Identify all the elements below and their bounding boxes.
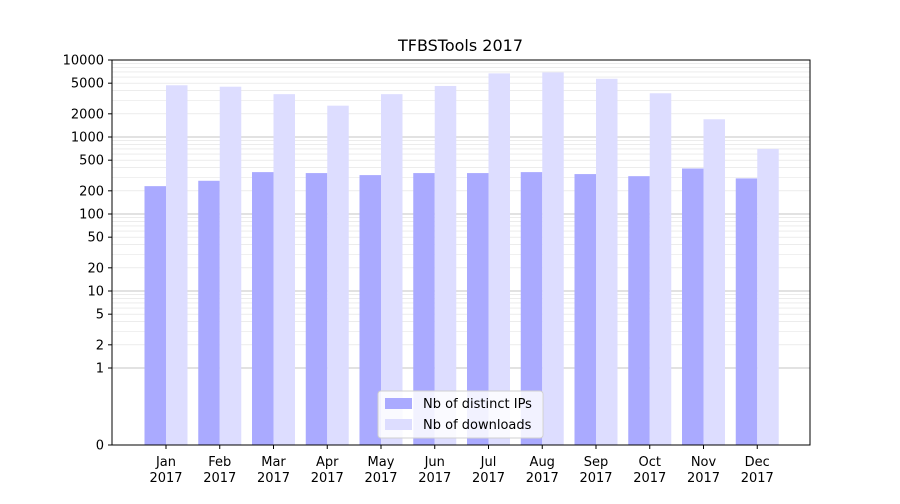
x-tick-label-line: 2017 [472, 471, 505, 486]
x-tick-label-line: Nov [691, 455, 717, 470]
bar-distinct-ips-2 [198, 180, 220, 446]
y-tick-label: 500 [79, 154, 104, 169]
bar-downloads-5 [381, 94, 403, 446]
y-tick-label: 2 [96, 338, 104, 353]
x-tick-label: Apr 2017 [311, 455, 344, 486]
x-tick-label-line: 2017 [741, 471, 774, 486]
legend-label-downloads: Nb of downloads [423, 418, 532, 433]
x-tick-label: Aug 2017 [526, 455, 559, 486]
x-tick-label-line: Jan [155, 455, 176, 470]
bar-downloads-8 [542, 72, 564, 445]
bar-distinct-ips-3 [252, 172, 274, 446]
y-tick-label: 20 [87, 261, 104, 276]
x-tick-label-line: Sep [584, 455, 609, 470]
bar-distinct-ips-7 [467, 173, 489, 446]
bar-downloads-2 [219, 86, 242, 445]
x-tick-label-line: 2017 [257, 471, 290, 486]
bar-downloads-12 [757, 148, 779, 446]
y-tick-label: 10000 [63, 54, 104, 69]
x-tick-label-line: Jul [480, 455, 497, 470]
y-tick-label: 5 [96, 308, 104, 323]
y-tick-label: 2000 [71, 107, 104, 122]
bar-distinct-ips-8 [520, 172, 543, 446]
bar-downloads-3 [273, 94, 295, 446]
y-tick-label: 5000 [71, 77, 104, 92]
x-tick-label-line: Feb [208, 455, 231, 470]
bar-distinct-ips-4 [305, 173, 328, 446]
bar-downloads-7 [488, 73, 510, 445]
bar-downloads-11 [703, 119, 725, 445]
x-tick-label-line: 2017 [418, 471, 451, 486]
x-tick-label-line: 2017 [633, 471, 666, 486]
bar-downloads-6 [434, 85, 457, 445]
x-tick-label-line: 2017 [687, 471, 720, 486]
bar-distinct-ips-6 [413, 173, 435, 446]
x-tick-label-line: 2017 [579, 471, 612, 486]
legend-swatch-downloads [385, 419, 412, 430]
bar-distinct-ips-9 [574, 174, 596, 445]
x-tick-label: May 2017 [364, 455, 397, 486]
x-tick-label-line: Dec [745, 455, 770, 470]
x-tick-label: Jun 2017 [418, 455, 451, 486]
bar-downloads-10 [649, 93, 672, 445]
legend-box [377, 390, 544, 439]
legend: Nb of distinct IPs Nb of downloads [377, 390, 544, 439]
y-tick-label: 200 [79, 184, 104, 199]
x-tick-label: Oct 2017 [633, 455, 666, 486]
bars-layer [144, 72, 779, 446]
legend-label-distinct-ips: Nb of distinct IPs [423, 397, 532, 412]
bar-distinct-ips-10 [628, 176, 650, 445]
legend-swatch-distinct-ips [385, 398, 412, 409]
y-tick-label: 10 [87, 285, 104, 300]
y-tick-label: 1 [96, 362, 104, 377]
bar-downloads-9 [596, 78, 618, 445]
x-tick-label: Feb 2017 [203, 455, 236, 486]
y-tick-label: 100 [79, 208, 104, 223]
x-tick-label-line: 2017 [311, 471, 344, 486]
y-tick-label: 50 [87, 231, 104, 246]
x-tick-label-line: May [368, 455, 395, 470]
bar-distinct-ips-11 [682, 168, 704, 445]
x-tick-label: Jul 2017 [472, 455, 505, 486]
bar-distinct-ips-1 [144, 186, 166, 445]
x-tick-label: Mar 2017 [257, 455, 290, 486]
x-tick-label: Dec 2017 [741, 455, 774, 486]
x-tick-label-line: Aug [530, 455, 555, 470]
x-tick-label: Jan 2017 [149, 455, 182, 486]
y-tick-label: 0 [96, 439, 104, 454]
bar-downloads-1 [166, 85, 188, 445]
x-tick-label: Sep 2017 [579, 455, 612, 486]
x-tick-label-line: Apr [316, 455, 339, 470]
x-tick-label-line: Mar [261, 455, 286, 470]
x-tick-label: Nov 2017 [687, 455, 720, 486]
bar-downloads-4 [327, 105, 349, 445]
y-tick-label: 1000 [71, 131, 104, 146]
x-tick-label-line: 2017 [203, 471, 236, 486]
x-tick-label-line: 2017 [526, 471, 559, 486]
chart-title: TFBSTools 2017 [397, 36, 523, 55]
x-tick-label-line: Jun [424, 455, 445, 470]
plot-frame [111, 59, 811, 446]
bar-distinct-ips-5 [359, 175, 381, 445]
x-tick-label-line: Oct [639, 455, 661, 470]
x-tick-label-line: 2017 [364, 471, 397, 486]
x-tick-label-line: 2017 [149, 471, 182, 486]
bar-distinct-ips-12 [735, 178, 758, 445]
